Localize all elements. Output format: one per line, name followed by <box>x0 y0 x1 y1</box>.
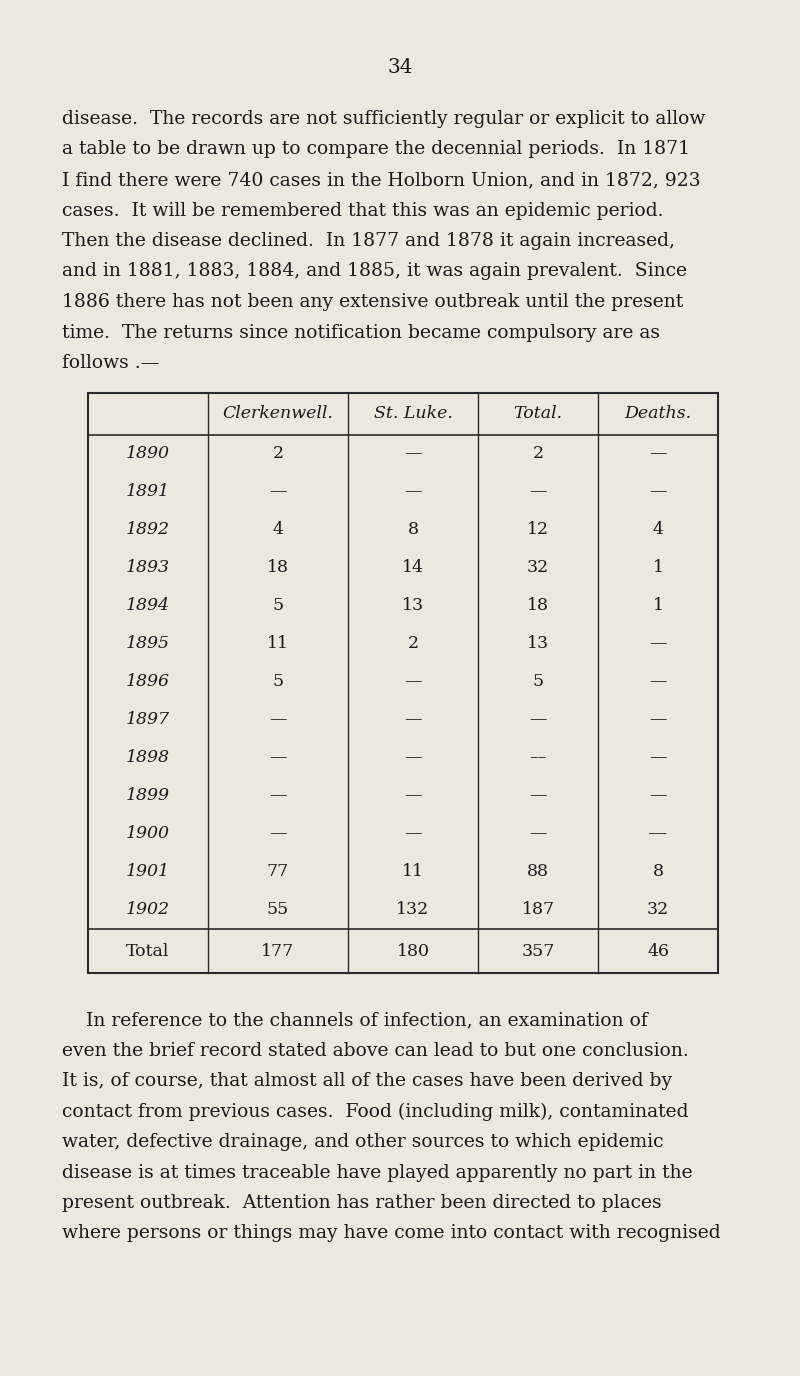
Text: 1894: 1894 <box>126 597 170 615</box>
Text: 2: 2 <box>273 446 283 462</box>
Text: 18: 18 <box>267 560 289 577</box>
Text: —: — <box>404 787 422 805</box>
Text: 11: 11 <box>267 636 289 652</box>
Text: —: — <box>650 673 666 691</box>
Text: 4: 4 <box>273 522 283 538</box>
Text: —: — <box>270 750 286 766</box>
Text: Deaths.: Deaths. <box>625 406 691 422</box>
Text: 1890: 1890 <box>126 446 170 462</box>
Text: water, defective drainage, and other sources to which epidemic: water, defective drainage, and other sou… <box>62 1132 663 1150</box>
Text: Then the disease declined.  In 1877 and 1878 it again increased,: Then the disease declined. In 1877 and 1… <box>62 233 675 250</box>
Text: 5: 5 <box>533 673 543 691</box>
Text: a table to be drawn up to compare the decennial periods.  In 1871: a table to be drawn up to compare the de… <box>62 140 690 158</box>
Text: 32: 32 <box>527 560 549 577</box>
Text: —: — <box>404 711 422 728</box>
Text: 1897: 1897 <box>126 711 170 728</box>
Text: 13: 13 <box>527 636 549 652</box>
Text: disease is at times traceable have played apparently no part in the: disease is at times traceable have playe… <box>62 1164 693 1182</box>
Text: cases.  It will be remembered that this was an epidemic period.: cases. It will be remembered that this w… <box>62 201 663 220</box>
Text: 1900: 1900 <box>126 826 170 842</box>
Text: —: — <box>270 826 286 842</box>
Text: 13: 13 <box>402 597 424 615</box>
Text: —: — <box>404 826 422 842</box>
Text: 2: 2 <box>533 446 543 462</box>
Text: —: — <box>650 636 666 652</box>
Text: contact from previous cases.  Food (including milk), contaminated: contact from previous cases. Food (inclu… <box>62 1102 689 1120</box>
Text: —: — <box>530 826 546 842</box>
Text: 1895: 1895 <box>126 636 170 652</box>
Text: 5: 5 <box>273 673 283 691</box>
Text: 88: 88 <box>527 864 549 881</box>
Text: —: — <box>530 483 546 501</box>
Text: 11: 11 <box>402 864 424 881</box>
Text: 1886 there has not been any extensive outbreak until the present: 1886 there has not been any extensive ou… <box>62 293 683 311</box>
Text: 1893: 1893 <box>126 560 170 577</box>
Text: —: — <box>404 750 422 766</box>
Text: and in 1881, 1883, 1884, and 1885, it was again prevalent.  Since: and in 1881, 1883, 1884, and 1885, it wa… <box>62 263 687 281</box>
Text: —: — <box>404 483 422 501</box>
Text: 1: 1 <box>653 597 663 615</box>
Text: time.  The returns since notification became compulsory are as: time. The returns since notification bec… <box>62 323 660 341</box>
Text: —: — <box>270 711 286 728</box>
Text: —: — <box>650 446 666 462</box>
Text: 132: 132 <box>396 901 430 919</box>
Text: —: — <box>650 483 666 501</box>
Text: Clerkenwell.: Clerkenwell. <box>222 406 334 422</box>
Text: ―: ― <box>650 826 666 842</box>
Text: 357: 357 <box>522 943 554 959</box>
Text: where persons or things may have come into contact with recognised: where persons or things may have come in… <box>62 1225 721 1243</box>
Text: —: — <box>404 673 422 691</box>
Text: 1892: 1892 <box>126 522 170 538</box>
Text: 177: 177 <box>262 943 294 959</box>
Text: ––: –– <box>530 750 546 766</box>
Text: 5: 5 <box>273 597 283 615</box>
Text: 46: 46 <box>647 943 669 959</box>
Text: 1891: 1891 <box>126 483 170 501</box>
Text: It is, of course, that almost all of the cases have been derived by: It is, of course, that almost all of the… <box>62 1072 672 1090</box>
Text: In reference to the channels of infection, an examination of: In reference to the channels of infectio… <box>62 1011 648 1029</box>
Text: Total.: Total. <box>514 406 562 422</box>
Text: 4: 4 <box>653 522 663 538</box>
Text: 18: 18 <box>527 597 549 615</box>
Text: 1896: 1896 <box>126 673 170 691</box>
Text: 77: 77 <box>267 864 289 881</box>
Text: 55: 55 <box>267 901 289 919</box>
Text: 14: 14 <box>402 560 424 577</box>
Text: even the brief record stated above can lead to but one conclusion.: even the brief record stated above can l… <box>62 1042 689 1060</box>
Text: 34: 34 <box>387 58 413 77</box>
Text: disease.  The records are not sufficiently regular or explicit to allow: disease. The records are not sufficientl… <box>62 110 706 128</box>
Text: —: — <box>650 711 666 728</box>
Text: 1901: 1901 <box>126 864 170 881</box>
Text: 1899: 1899 <box>126 787 170 805</box>
Text: 1902: 1902 <box>126 901 170 919</box>
Text: 2: 2 <box>407 636 418 652</box>
Text: —: — <box>650 750 666 766</box>
Text: follows .—: follows .— <box>62 354 159 372</box>
Bar <box>88 394 718 973</box>
Text: —: — <box>530 787 546 805</box>
Text: I find there were 740 cases in the Holborn Union, and in 1872, 923: I find there were 740 cases in the Holbo… <box>62 171 701 189</box>
Text: Total: Total <box>126 943 170 959</box>
Text: St. Luke.: St. Luke. <box>374 406 453 422</box>
Text: 12: 12 <box>527 522 549 538</box>
Text: 32: 32 <box>647 901 669 919</box>
Text: —: — <box>650 787 666 805</box>
Text: —: — <box>530 711 546 728</box>
Text: 187: 187 <box>522 901 554 919</box>
Text: —: — <box>270 483 286 501</box>
Text: 1898: 1898 <box>126 750 170 766</box>
Text: 8: 8 <box>653 864 663 881</box>
Text: present outbreak.  Attention has rather been directed to places: present outbreak. Attention has rather b… <box>62 1194 662 1212</box>
Text: 180: 180 <box>397 943 430 959</box>
Text: —: — <box>270 787 286 805</box>
Text: —: — <box>404 446 422 462</box>
Text: 1: 1 <box>653 560 663 577</box>
Text: 8: 8 <box>407 522 418 538</box>
